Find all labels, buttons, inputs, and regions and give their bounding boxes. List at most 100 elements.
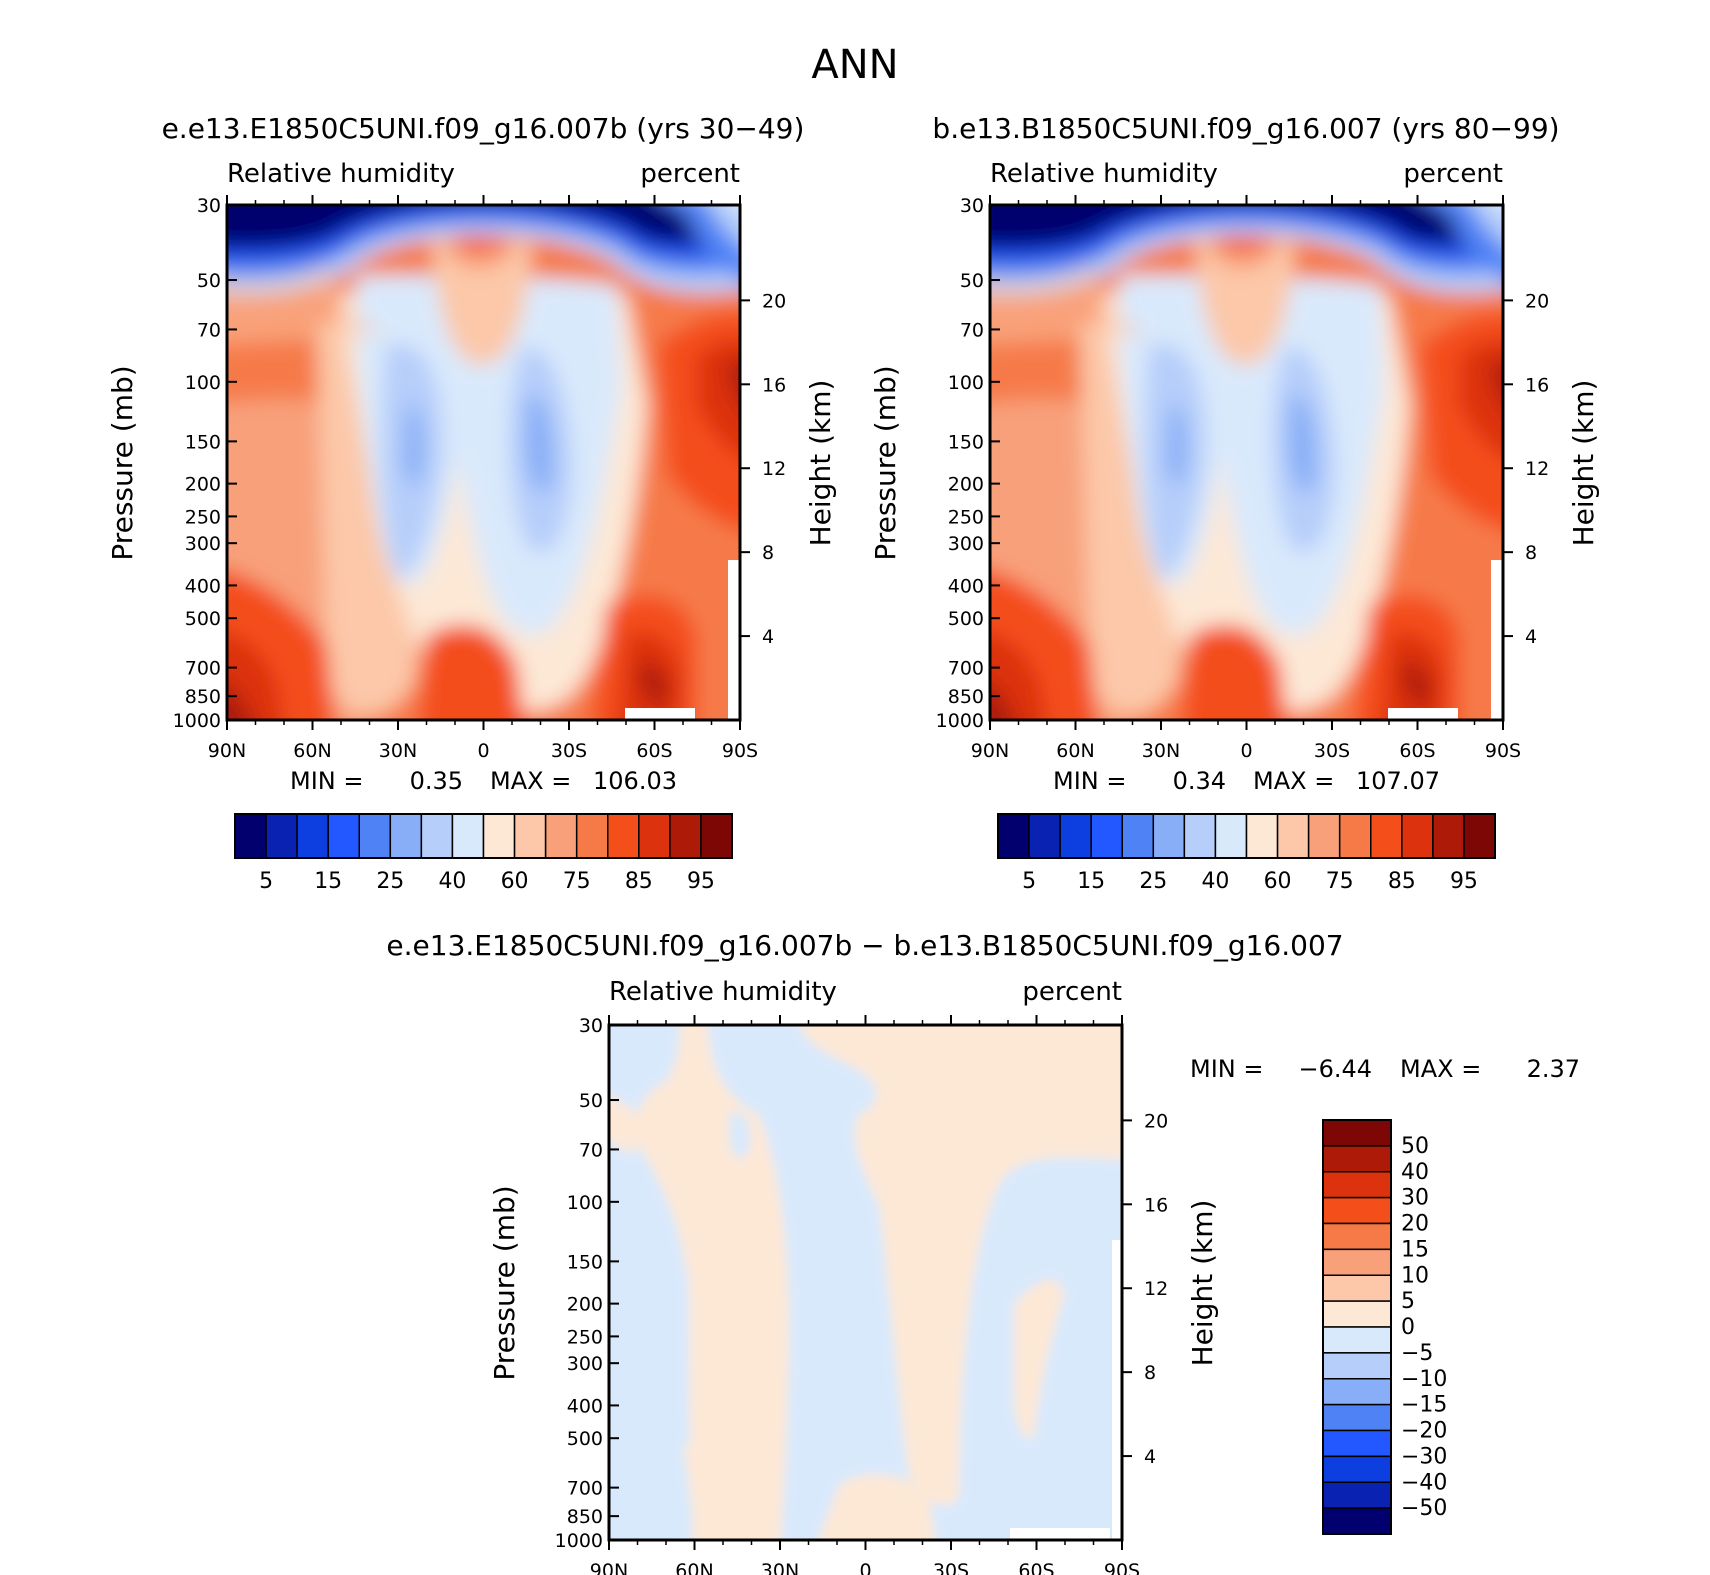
left-string: Relative humidity (990, 159, 1218, 189)
pressure-tick-label: 70 (197, 319, 221, 341)
colorbar-label: 60 (1264, 869, 1292, 894)
colorbar-label: 25 (376, 869, 404, 894)
height-tick-label: 4 (1525, 626, 1537, 648)
pressure-tick-label: 300 (185, 533, 221, 555)
pressure-tick-label: 1000 (936, 710, 984, 732)
lat-tick-label: 60N (293, 740, 331, 762)
y2-axis-label: Height (km) (804, 380, 837, 547)
colorbar-box (1338, 813, 1372, 859)
pressure-tick-label: 200 (567, 1294, 603, 1316)
right-string: percent (640, 159, 740, 189)
colorbar-box (1322, 1222, 1392, 1251)
colorbar-label: 0 (1401, 1315, 1415, 1340)
colorbar-label: 10 (1401, 1263, 1429, 1288)
colorbar-label: −5 (1401, 1341, 1433, 1366)
pressure-tick-label: 50 (960, 270, 984, 292)
min-label: MIN = (290, 767, 363, 795)
latitude-axis: 90N 60N 30N 0 30S 60S 90S (208, 195, 758, 762)
pressure-tick-label: 300 (948, 533, 984, 555)
colorbar-box (451, 813, 485, 859)
colorbar-box (1322, 1403, 1392, 1432)
left-string: Relative humidity (609, 977, 837, 1007)
colorbar-box (1322, 1481, 1392, 1509)
colorbar-box (513, 813, 547, 859)
colorbar-label: 20 (1401, 1212, 1429, 1237)
max-value: 107.07 (1356, 767, 1440, 795)
colorbar-box (1276, 813, 1310, 859)
max-label: MAX = (1400, 1055, 1481, 1083)
max-value: 2.37 (1527, 1055, 1580, 1083)
colorbar-box (1463, 813, 1496, 859)
colorbar: 5 15 25 40 60 75 85 95 (997, 813, 1496, 894)
pressure-tick-label: 200 (948, 474, 984, 496)
height-axis: 20 16 12 8 4 (740, 290, 786, 648)
colorbar-box (607, 813, 640, 859)
right-string: percent (1403, 159, 1503, 189)
min-value: −6.44 (1298, 1055, 1372, 1083)
colorbar-box (327, 813, 360, 859)
height-tick-label: 8 (1525, 542, 1537, 564)
lat-tick-label: 60S (1018, 1560, 1054, 1575)
lat-tick-label: 90S (1104, 1560, 1140, 1575)
height-tick-label: 20 (762, 290, 786, 312)
colorbar-box (1245, 813, 1279, 859)
pressure-tick-label: 70 (960, 319, 984, 341)
colorbar-box (1307, 813, 1341, 859)
lat-tick-label: 30N (1142, 740, 1180, 762)
pressure-tick-label: 200 (185, 474, 221, 496)
height-tick-label: 8 (1144, 1362, 1156, 1384)
lat-tick-label: 90S (722, 740, 758, 762)
colorbar-box (575, 813, 609, 859)
pressure-tick-label: 250 (948, 506, 984, 528)
height-tick-label: 8 (762, 542, 774, 564)
colorbar-label: 5 (1022, 869, 1036, 894)
pressure-tick-label: 400 (567, 1395, 603, 1417)
panel-case2: b.e13.B1850C5UNI.f09_g16.007 (yrs 80−99)… (869, 112, 1600, 894)
pressure-tick-label: 150 (567, 1251, 603, 1273)
pressure-tick-label: 250 (185, 506, 221, 528)
panel-title: b.e13.B1850C5UNI.f09_g16.007 (yrs 80−99) (932, 112, 1559, 145)
lat-tick-label: 60N (675, 1560, 713, 1575)
lat-tick-label: 90S (1485, 740, 1521, 762)
colorbar-label: 95 (687, 869, 715, 894)
colorbar-box (1322, 1352, 1392, 1380)
contour-field (990, 205, 1503, 720)
colorbar-label: −50 (1401, 1496, 1447, 1521)
colorbar-box (1322, 1378, 1392, 1406)
colorbar-label: 75 (1326, 869, 1354, 894)
y-axis-label: Pressure (mb) (106, 365, 139, 560)
pressure-tick-label: 700 (948, 658, 984, 680)
colorbar-label: 15 (314, 869, 342, 894)
panel-case1: e.e13.E1850C5UNI.f09_g16.007b (yrs 30−49… (106, 112, 837, 894)
colorbar-box (997, 813, 1030, 859)
height-tick-label: 12 (1144, 1278, 1168, 1300)
colorbar-label: 25 (1139, 869, 1167, 894)
lat-tick-label: 60S (636, 740, 672, 762)
height-tick-label: 4 (762, 626, 774, 648)
colorbar-box (265, 813, 298, 859)
colorbar-label: 40 (438, 869, 466, 894)
colorbar-box (1322, 1429, 1392, 1458)
colorbar-box (1322, 1145, 1392, 1173)
colorbar-box (234, 813, 267, 859)
lat-tick-label: 0 (859, 1560, 871, 1575)
lat-tick-label: 60S (1399, 740, 1435, 762)
pressure-tick-label: 700 (567, 1478, 603, 1500)
colorbar-box (1322, 1455, 1392, 1483)
colorbar-box (1121, 813, 1155, 859)
height-axis: 20 16 12 8 4 (1122, 1110, 1168, 1468)
y-axis-label: Pressure (mb) (869, 365, 902, 560)
pressure-tick-label: 400 (185, 575, 221, 597)
colorbar-label: −15 (1401, 1393, 1447, 1418)
pressure-tick-label: 400 (948, 575, 984, 597)
right-string: percent (1022, 977, 1122, 1007)
contour-field (609, 1025, 1122, 1540)
pressure-tick-label: 1000 (555, 1530, 603, 1552)
colorbar-box (669, 813, 702, 859)
colorbar-box (1322, 1248, 1392, 1276)
height-tick-label: 20 (1525, 290, 1549, 312)
colorbar-label: 15 (1401, 1237, 1429, 1262)
